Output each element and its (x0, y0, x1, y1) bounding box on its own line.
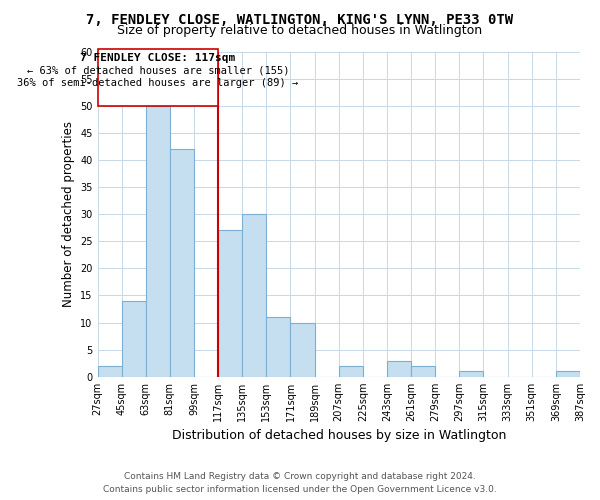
Bar (387, 360, 411, 377)
X-axis label: Distribution of detached houses by size in Watlington: Distribution of detached houses by size … (172, 430, 506, 442)
Bar (556, 372, 580, 377)
Bar (218, 230, 242, 377)
Text: Size of property relative to detached houses in Watlington: Size of property relative to detached ho… (118, 24, 482, 37)
Text: 7 FENDLEY CLOSE: 117sqm: 7 FENDLEY CLOSE: 117sqm (80, 53, 235, 63)
Bar (242, 214, 266, 377)
Text: Contains HM Land Registry data © Crown copyright and database right 2024.
Contai: Contains HM Land Registry data © Crown c… (103, 472, 497, 494)
Bar (97, 366, 122, 377)
Bar (122, 301, 146, 377)
Bar (146, 106, 170, 377)
Bar (411, 366, 435, 377)
Text: ← 63% of detached houses are smaller (155): ← 63% of detached houses are smaller (15… (26, 66, 289, 76)
Bar (339, 366, 363, 377)
Y-axis label: Number of detached properties: Number of detached properties (62, 121, 74, 307)
Text: 36% of semi-detached houses are larger (89) →: 36% of semi-detached houses are larger (… (17, 78, 298, 88)
Bar (460, 372, 484, 377)
Text: 7, FENDLEY CLOSE, WATLINGTON, KING'S LYNN, PE33 0TW: 7, FENDLEY CLOSE, WATLINGTON, KING'S LYN… (86, 12, 514, 26)
FancyBboxPatch shape (97, 49, 218, 106)
Bar (290, 322, 314, 377)
Bar (170, 149, 194, 377)
Bar (266, 317, 290, 377)
